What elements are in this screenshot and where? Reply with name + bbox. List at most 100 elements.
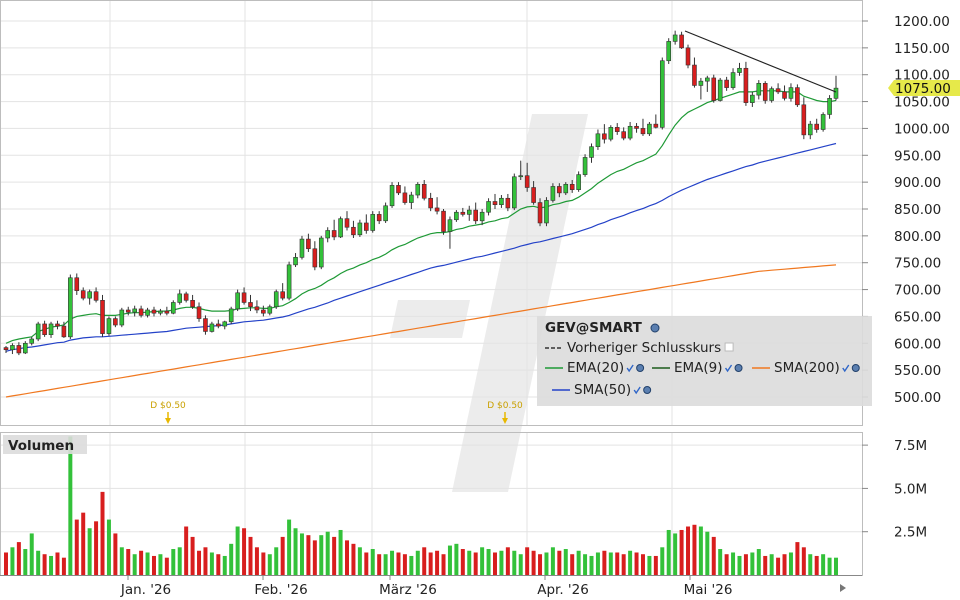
legend-checkbox-icon[interactable] [724, 342, 734, 352]
y-tick-label: 600.00 [894, 336, 941, 352]
candle [627, 121, 633, 141]
volume-bar [55, 552, 60, 575]
legend-check-icon[interactable] [633, 386, 641, 395]
candle [724, 76, 729, 91]
x-tick-label: März '26 [379, 582, 437, 598]
candle [647, 121, 652, 136]
candle [576, 171, 581, 192]
dividend-label: D $0.50 [487, 401, 523, 411]
candle [434, 197, 440, 215]
volume-bar [4, 552, 8, 575]
candle [42, 320, 47, 337]
price-panel [0, 0, 863, 426]
volume-bar [158, 554, 163, 575]
candle [737, 62, 742, 76]
candle [608, 125, 614, 142]
candle [164, 306, 170, 316]
x-tick-label: Feb. '26 [254, 582, 307, 598]
dividend-label: D $0.50 [150, 401, 186, 411]
candle [55, 320, 60, 330]
volume-bar [608, 552, 613, 575]
candle [93, 287, 99, 303]
volume-bar [692, 524, 697, 575]
candle [48, 321, 54, 338]
candle [396, 182, 401, 196]
candle [550, 183, 556, 203]
legend-label: EMA(20) [567, 360, 624, 376]
candle [679, 31, 684, 49]
legend-label: SMA(200) [774, 360, 840, 376]
y-tick-label: 950.00 [894, 148, 941, 164]
volume-bar [190, 536, 195, 575]
candle [454, 210, 459, 222]
volume-bar [370, 549, 375, 575]
dividend-arrow-icon [502, 418, 508, 424]
volume-tick-label: 7.5M [894, 438, 927, 454]
volume-bar [422, 547, 427, 575]
volume-bar [776, 557, 781, 575]
candle [705, 75, 710, 92]
candle [23, 341, 28, 355]
volume-bar [119, 547, 124, 575]
candle [113, 316, 118, 328]
candle [376, 211, 382, 225]
candle [68, 274, 73, 339]
legend-settings-icon[interactable] [643, 386, 652, 394]
candle [486, 198, 491, 216]
legend-item[interactable]: EMA(20) [545, 360, 645, 376]
watermark-logo [390, 114, 588, 492]
candle [364, 214, 369, 234]
volume-bar [68, 436, 73, 575]
volume-bar [718, 549, 723, 575]
volume-bar [383, 554, 388, 575]
candle [293, 253, 298, 268]
candle [421, 179, 427, 201]
volume-bar [602, 550, 607, 575]
y-tick-label: 900.00 [894, 175, 941, 191]
candle [209, 321, 215, 333]
legend-settings-icon[interactable] [851, 364, 860, 372]
volume-bar [628, 550, 633, 575]
sma50-line [5, 142, 837, 352]
legend-check-icon[interactable] [842, 364, 850, 373]
legend-settings-icon[interactable] [636, 364, 645, 372]
candle [158, 308, 163, 316]
legend-item[interactable]: Vorheriger Schlusskurs [545, 340, 734, 356]
sma200-line [5, 264, 837, 398]
volume-bar [647, 555, 652, 575]
scroll-right-icon[interactable] [840, 584, 846, 592]
candle [415, 182, 421, 199]
legend-item[interactable]: SMA(200) [752, 360, 860, 376]
candle [125, 306, 131, 316]
candle [190, 294, 195, 309]
y-tick-label: 700.00 [894, 283, 941, 299]
volume-bar [795, 542, 800, 575]
volume-bar [16, 542, 21, 575]
volume-bar [447, 545, 452, 575]
candle [145, 307, 150, 318]
candle [61, 321, 67, 338]
candle [177, 289, 183, 305]
volume-bar [724, 554, 729, 575]
candle [602, 124, 607, 144]
volume-bar [216, 554, 221, 575]
legend-settings-icon[interactable] [650, 323, 660, 333]
legend-item[interactable]: EMA(9) [652, 360, 743, 376]
legend-settings-icon[interactable] [734, 364, 743, 372]
volume-bar [486, 549, 491, 575]
volume-bar [81, 512, 86, 575]
candle [511, 173, 517, 211]
legend-check-icon[interactable] [626, 364, 634, 373]
candle [80, 287, 86, 301]
legend-check-icon[interactable] [724, 364, 733, 373]
volume-bar [550, 547, 555, 575]
volume-bar [711, 536, 716, 575]
legend-item[interactable]: SMA(50) [552, 382, 652, 398]
volume-bar [261, 552, 266, 575]
volume-bar [480, 547, 485, 575]
candle [254, 300, 260, 314]
candle [595, 129, 601, 150]
candle [261, 305, 266, 317]
candle [640, 118, 646, 136]
candle [756, 80, 762, 100]
